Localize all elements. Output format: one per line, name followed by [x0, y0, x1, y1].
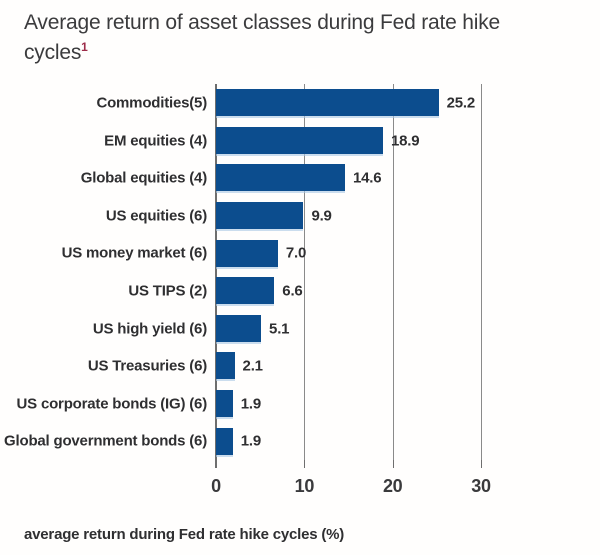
tick-mark: [481, 460, 482, 468]
bar: [216, 427, 233, 455]
value-label: 7.0: [285, 244, 307, 262]
bar-row: US TIPS (2) 6.6: [0, 272, 600, 310]
x-axis-caption: average return during Fed rate hike cycl…: [24, 526, 345, 543]
bar: [216, 202, 304, 230]
chart-title-text: Average return of asset classes during F…: [24, 11, 500, 64]
bar-row: US equities (6) 9.9: [0, 197, 600, 235]
bar: [216, 277, 275, 305]
tick-mark: [392, 460, 394, 468]
value-label: 2.1: [242, 357, 263, 375]
category-label: US high yield (6): [92, 320, 207, 338]
x-tick-label: 10: [294, 476, 315, 496]
bar: [216, 314, 262, 342]
value-label: 9.9: [311, 207, 332, 225]
category-label: US TIPS (2): [128, 282, 207, 300]
bar: [216, 390, 233, 418]
category-label: US money market (6): [61, 244, 208, 262]
x-tick-label: 30: [471, 476, 491, 496]
gridline: [392, 84, 394, 460]
plot-area: 0 10 20 30: [211, 84, 491, 496]
bar: [216, 89, 439, 117]
bar-row: US high yield (6) 5.1: [0, 310, 600, 348]
chart-title: Average return of asset classes during F…: [24, 8, 544, 68]
tick-mark: [216, 460, 217, 468]
bar-row: Global equities (4) 14.6: [0, 159, 600, 197]
category-label: Commodities(5): [96, 94, 207, 112]
category-label: US corporate bonds (IG) (6): [16, 395, 208, 413]
category-label: Global equities (4): [80, 169, 207, 187]
gridline: [481, 84, 482, 460]
bar-row: US money market (6) 7.0: [0, 234, 600, 272]
bar-row: Commodities(5) 25.2: [0, 84, 600, 122]
x-tick-label: 20: [382, 476, 403, 496]
bar-row: US Treasuries (6) 2.1: [0, 347, 600, 385]
value-label: 6.6: [282, 282, 303, 300]
y-axis-line: [215, 84, 217, 468]
category-label: Global government bonds (6): [4, 432, 207, 450]
bar-row: US corporate bonds (IG) (6) 1.9: [0, 385, 600, 423]
value-label: 1.9: [240, 395, 262, 413]
value-label: 5.1: [269, 320, 290, 338]
bar-chart: 0 10 20 30 Commodities(5) 25.2 EM equities (4…: [0, 84, 600, 554]
gridline: [304, 84, 306, 460]
bar-row: Global government bonds (6) 1.9: [0, 422, 600, 460]
tick-mark: [304, 460, 306, 468]
category-label: US equities (6): [105, 207, 207, 225]
bar: [216, 239, 278, 267]
x-tick-label: 0: [211, 476, 221, 496]
category-label: EM equities (4): [104, 132, 207, 150]
value-label: 25.2: [446, 94, 476, 112]
value-label: 18.9: [390, 132, 420, 150]
bar: [216, 126, 383, 154]
bar: [216, 164, 345, 192]
chart-title-footnote-marker: 1: [81, 40, 88, 54]
value-label: 14.6: [352, 169, 382, 187]
bar: [216, 352, 235, 380]
value-label: 1.9: [240, 432, 262, 450]
bar-row: EM equities (4) 18.9: [0, 122, 600, 160]
category-label: US Treasuries (6): [87, 357, 207, 375]
